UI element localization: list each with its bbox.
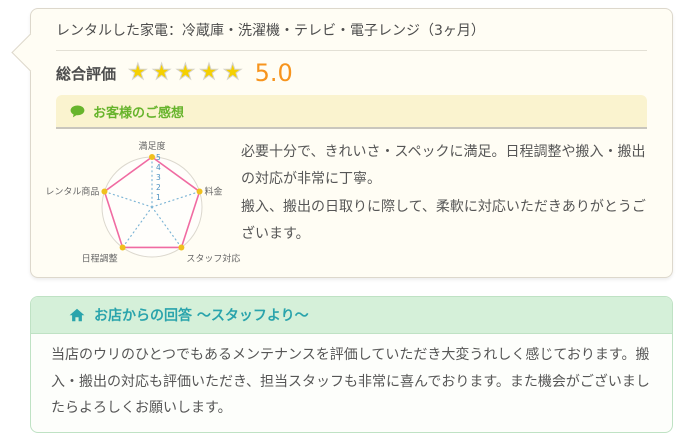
svg-text:3: 3	[156, 173, 161, 182]
svg-text:1: 1	[156, 193, 161, 202]
svg-text:スタッフ対応: スタッフ対応	[186, 252, 240, 264]
svg-text:レンタル商品: レンタル商品	[45, 186, 99, 198]
svg-text:満足度: 満足度	[138, 140, 165, 152]
shop-reply-card: お店からの回答 〜スタッフより〜 当店のウリのひとつでもあるメンテナンスを評価し…	[30, 296, 673, 433]
customer-review-card: レンタルした家電：冷蔵庫・洗濯機・テレビ・電子レンジ（3ヶ月） 総合評価 ★★★…	[11, 8, 673, 278]
shop-reply-header: お店からの回答 〜スタッフより〜	[31, 297, 672, 334]
shop-reply-body: 当店のウリのひとつでもあるメンテナンスを評価していただき大変うれしく感じておりま…	[51, 347, 650, 417]
overall-rating-label: 総合評価	[56, 64, 117, 83]
rating-score: 5.0	[254, 59, 293, 87]
svg-text:料金: 料金	[205, 186, 223, 198]
star-rating-icons: ★★★★★	[128, 60, 247, 85]
customer-feedback-heading: お客様のご感想	[93, 106, 185, 121]
customer-feedback-header: お客様のご感想	[56, 95, 647, 129]
title-divider	[56, 50, 647, 51]
comment-line: 搬入、搬出の日取りに際して、柔軟に対応いただきありがとうございます。	[241, 198, 646, 242]
svg-text:日程調整: 日程調整	[82, 252, 118, 264]
customer-comment: 必要十分で、きれいさ・スペックに満足。日程調整や搬入・搬出の対応が非常に丁寧。 …	[241, 137, 647, 267]
home-icon	[69, 308, 85, 322]
feedback-content-row: 1 2 3 4 5 満足度料金スタッフ対応 日程調整 レンタル商品 必要十分で、きれいさ・スペ…	[45, 137, 647, 267]
shop-reply-heading: お店からの回答 〜スタッフより〜	[94, 308, 309, 324]
overall-rating-row: 総合評価 ★★★★★ 5.0	[56, 59, 647, 87]
speech-bubble-icon	[70, 105, 85, 118]
rented-items-title: レンタルした家電：冷蔵庫・洗濯機・テレビ・電子レンジ（3ヶ月）	[56, 23, 485, 39]
comment-line: 必要十分で、きれいさ・スペックに満足。日程調整や搬入・搬出の対応が非常に丁寧。	[241, 144, 646, 188]
rating-radar-chart: 1 2 3 4 5 満足度料金スタッフ対応 日程調整 レンタル商品	[45, 137, 241, 267]
svg-text:2: 2	[156, 183, 161, 192]
speech-bubble-tail	[11, 33, 50, 72]
svg-text:4: 4	[156, 163, 161, 172]
svg-text:5: 5	[156, 153, 161, 162]
